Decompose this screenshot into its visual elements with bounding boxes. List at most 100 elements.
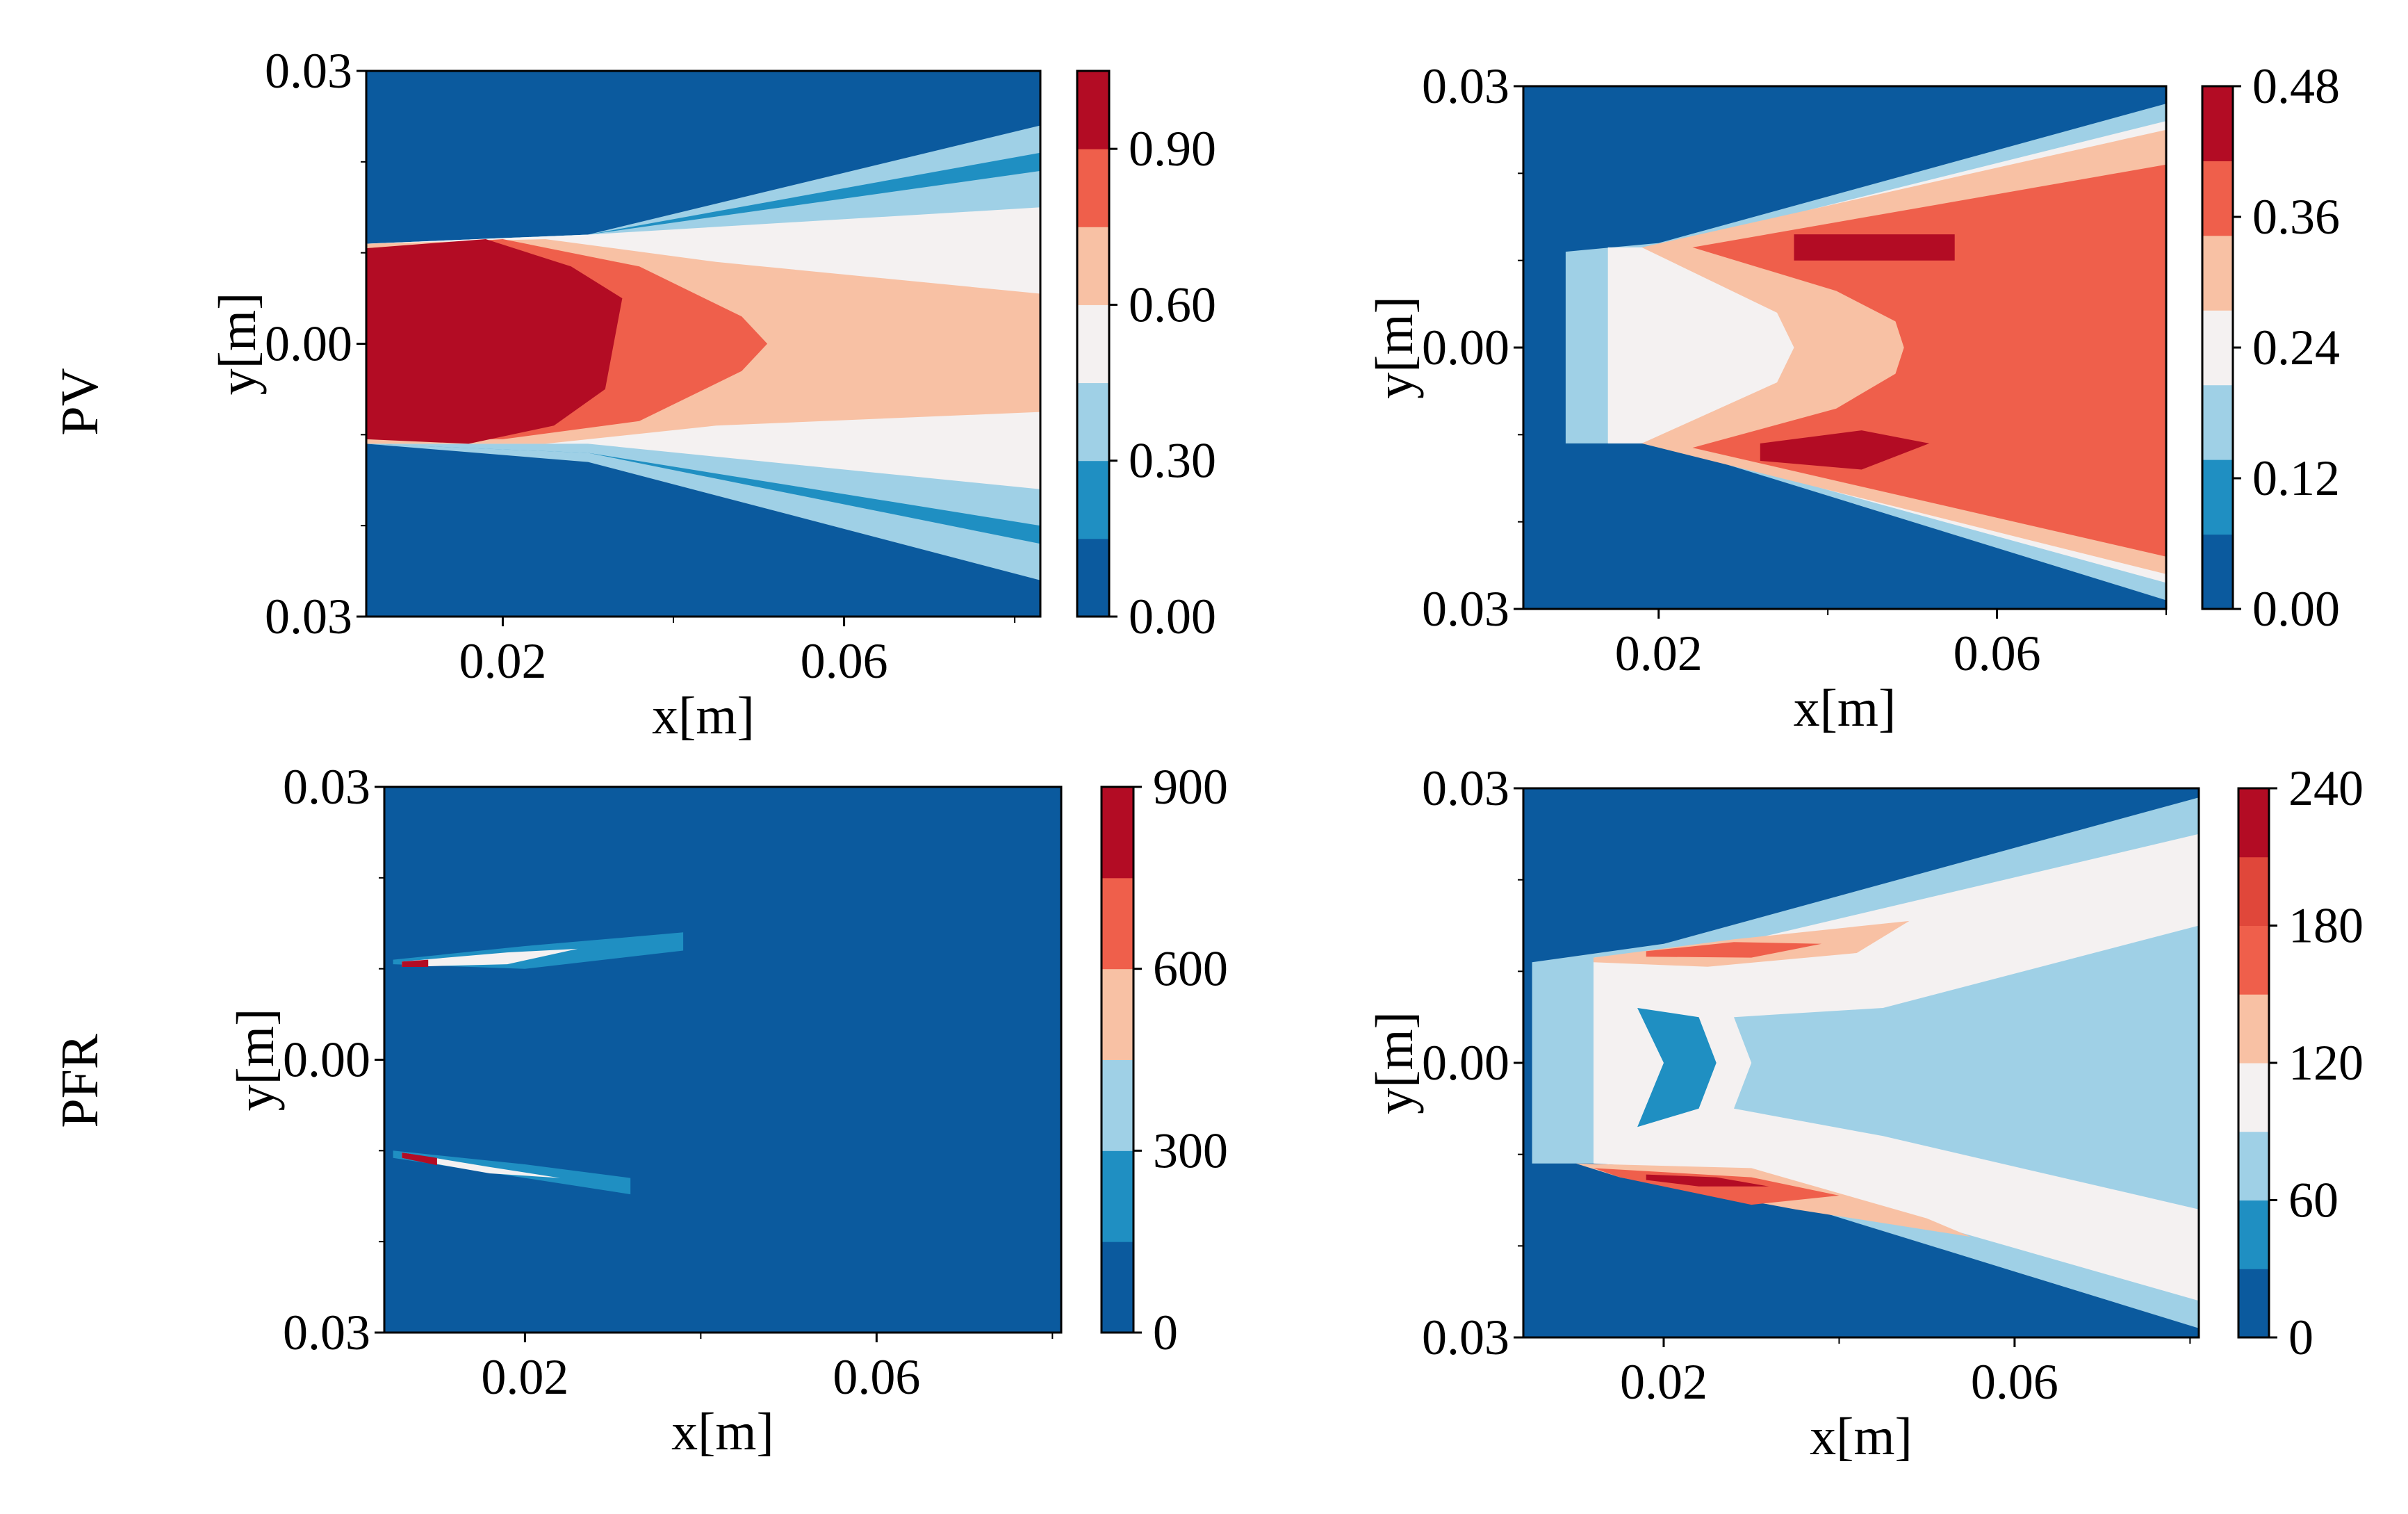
y-tick-label: 0.03 (265, 589, 352, 644)
contour-field-pv-right (1523, 86, 2166, 609)
panel-pfr-left: 0.03 0.00 0.03 0.02 0.06 x[m] y[m] 0 300 600 900 (227, 759, 1228, 1461)
colorbar-tick-label: 0.00 (1129, 589, 1216, 644)
colorbar-tick-label: 300 (1153, 1123, 1228, 1178)
colorbar-tick-label: 0 (2288, 1310, 2313, 1365)
colorbar-pv-left: 0.00 0.30 0.60 0.90 (1076, 70, 1216, 644)
contour-region-3 (402, 959, 429, 967)
contour-region-7 (366, 239, 623, 444)
contour-region-6 (402, 1153, 437, 1166)
colorbar-band (1101, 1150, 1133, 1242)
colorbar-band (1101, 1242, 1133, 1333)
colorbar-tick-label: 0.48 (2252, 58, 2340, 114)
panel-pv-right: 0.030.000.030.02 0.06x[m]y[m]0.000.120.24… (1366, 58, 2340, 738)
colorbar-band (1077, 227, 1109, 305)
contour-background (384, 787, 1061, 1333)
y-tick-label: 0.00 (283, 1032, 370, 1088)
y-axis-label: y[m] (1366, 296, 1424, 399)
contour-field-pv-left (366, 71, 1040, 617)
contour-region-5 (1794, 234, 1955, 261)
x-axis-label: x[m] (671, 1403, 774, 1461)
colorbar-band (1101, 877, 1133, 970)
x-axis-label: x[m] (1810, 1408, 1913, 1466)
colorbar-band (2238, 994, 2269, 1064)
contour-field-pfr-right (1523, 788, 2199, 1337)
contour-region-6 (1646, 942, 1822, 958)
x-tick-label: 0.02 (459, 633, 546, 689)
colorbar-band (2238, 1269, 2269, 1338)
colorbar-tick-label: 0.36 (2252, 189, 2340, 245)
x-tick-label: 0.06 (801, 633, 888, 689)
colorbar-tick-label: 120 (2288, 1035, 2364, 1091)
colorbar-band (2238, 1063, 2269, 1132)
colorbar-band (2202, 310, 2233, 386)
colorbar-band (1077, 538, 1109, 617)
colorbar-pv-right: 0.00 0.12 0.24 0.36 0.48 (2201, 58, 2340, 637)
y-tick-label: 0.00 (1422, 1035, 1509, 1091)
colorbar-band (2238, 925, 2269, 995)
row-label-pv: PV (51, 368, 109, 435)
x-tick-label: 0.06 (1971, 1354, 2058, 1410)
colorbar-pfr-left: 0 300 600 900 (1100, 759, 1228, 1360)
contour-field-pfr-left (384, 787, 1061, 1333)
x-tick-label: 0.02 (1620, 1354, 1707, 1410)
colorbar-band (2202, 86, 2233, 161)
colorbar-band (2202, 161, 2233, 236)
colorbar-band (1077, 149, 1109, 227)
colorbar-band (2202, 534, 2233, 610)
y-tick-label: 0.03 (283, 1305, 370, 1360)
y-tick-label: 0.03 (265, 43, 352, 99)
colorbar-tick-label: 240 (2288, 760, 2364, 816)
colorbar-band (2202, 459, 2233, 535)
colorbar-tick-label: 180 (2288, 898, 2364, 954)
y-tick-label: 0.03 (1422, 581, 1509, 637)
contour-region-6 (1760, 430, 1930, 470)
contour-region-3 (1734, 925, 2199, 1210)
panel-pv-left: 0.030.000.030.02 0.06x[m]y[m]0.000.300.60… (208, 43, 1216, 745)
colorbar-band (2238, 856, 2269, 926)
x-tick-label: 0.02 (481, 1349, 568, 1405)
colorbar-tick-label: 0 (1153, 1305, 1178, 1360)
x-tick-label: 0.06 (833, 1349, 920, 1405)
y-axis-label: y[m] (227, 1009, 285, 1112)
x-axis-label: x[m] (1794, 679, 1897, 738)
y-axis-label: y[m] (1366, 1011, 1424, 1114)
colorbar-tick-label: 60 (2288, 1173, 2339, 1228)
y-axis-label: y[m] (208, 293, 267, 396)
colorbar-band (1101, 787, 1133, 879)
colorbar-band (2238, 788, 2269, 858)
y-tick-label: 0.03 (283, 759, 370, 815)
colorbar-tick-label: 0.24 (2252, 320, 2340, 375)
colorbar-band (1077, 71, 1109, 149)
colorbar-band (1077, 304, 1109, 384)
colorbar-tick-label: 0.12 (2252, 450, 2340, 506)
colorbar-band (2202, 384, 2233, 460)
row-label-pfr: PFR (51, 1034, 109, 1128)
x-tick-label: 0.02 (1615, 626, 1703, 681)
colorbar-band (1077, 460, 1109, 539)
colorbar-tick-label: 900 (1153, 759, 1228, 815)
x-tick-label: 0.06 (1954, 626, 2041, 681)
colorbar-tick-label: 0.00 (2252, 581, 2340, 637)
colorbar-band (1077, 382, 1109, 462)
contour-region-4 (1637, 1008, 1717, 1128)
colorbar-tick-label: 0.60 (1129, 277, 1216, 332)
y-tick-label: 0.03 (1422, 760, 1509, 816)
colorbar-pfr-right: 0 60 120 180 240 (2237, 760, 2364, 1365)
x-axis-label: x[m] (652, 687, 755, 745)
panel-pfr-right: 0.03 0.00 0.03 0.02 0.06 x[m] y[m] 0 60 120 180 240 (1366, 760, 2364, 1466)
colorbar-band (2202, 235, 2233, 311)
colorbar-band (1101, 1059, 1133, 1151)
y-tick-label: 0.00 (265, 316, 352, 372)
y-tick-label: 0.03 (1422, 1310, 1509, 1365)
colorbar-tick-label: 0.30 (1129, 433, 1216, 489)
colorbar-tick-label: 600 (1153, 941, 1228, 997)
contour-region-9 (1646, 1174, 1769, 1187)
colorbar-frame (1076, 70, 1111, 618)
y-tick-label: 0.00 (1422, 320, 1509, 375)
colorbar-tick-label: 0.90 (1129, 121, 1216, 177)
contour-region-2 (402, 948, 578, 967)
colorbar-frame (1100, 786, 1135, 1334)
colorbar-band (2238, 1200, 2269, 1269)
y-tick-label: 0.03 (1422, 58, 1509, 114)
